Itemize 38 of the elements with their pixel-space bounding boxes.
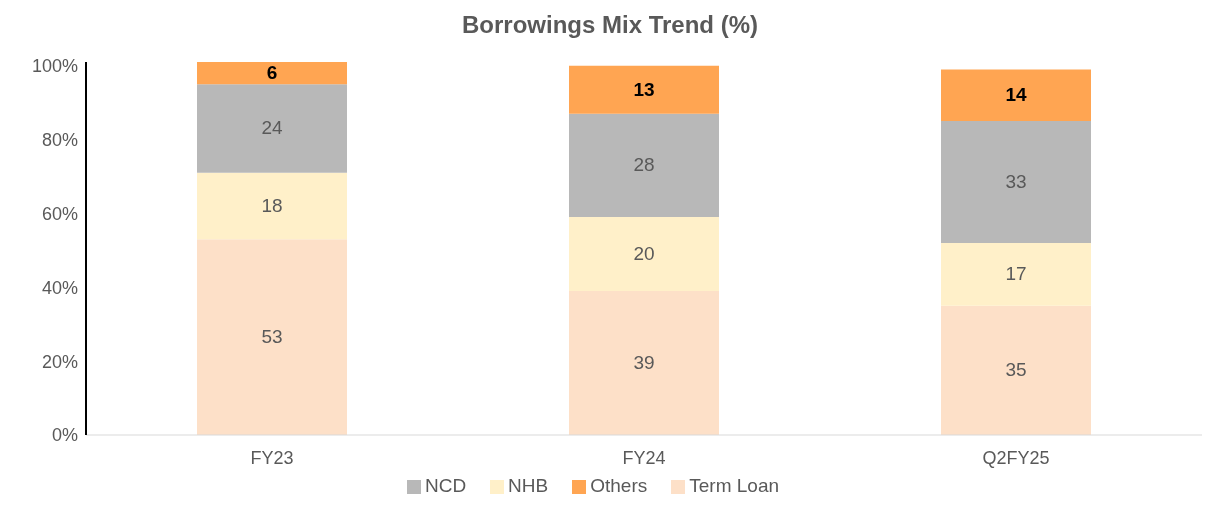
y-tick-label: 40% xyxy=(41,277,78,298)
x-tick-label: FY23 xyxy=(250,447,294,468)
bar xyxy=(569,65,719,114)
data-label: 39 xyxy=(633,351,655,373)
y-tick-label: 60% xyxy=(41,203,78,224)
x-tick-label: Q2FY25 xyxy=(982,447,1050,468)
chart-title: Borrowings Mix Trend (%) xyxy=(461,10,759,40)
data-label: 14 xyxy=(1005,84,1027,106)
bar xyxy=(941,69,1091,122)
y-tick-label: 20% xyxy=(41,351,78,372)
data-label: 17 xyxy=(1005,263,1027,285)
data-label: 53 xyxy=(261,326,283,348)
bar xyxy=(197,62,347,85)
bar xyxy=(569,113,719,218)
bar xyxy=(197,172,347,240)
bar xyxy=(941,121,1091,243)
data-label: 6 xyxy=(266,62,278,84)
y-tick-label: 100% xyxy=(31,56,78,77)
y-tick-label: 80% xyxy=(41,129,78,150)
data-label: 24 xyxy=(261,117,283,139)
legend-label: Others xyxy=(590,475,648,496)
data-label: 28 xyxy=(633,154,655,176)
data-label: 20 xyxy=(633,243,655,265)
bar xyxy=(197,239,347,435)
x-tick-label: FY24 xyxy=(622,447,666,468)
data-label: 33 xyxy=(1005,171,1027,193)
bar xyxy=(569,217,719,291)
legend-label: NCD xyxy=(424,475,467,496)
data-label: 35 xyxy=(1005,359,1027,381)
bar xyxy=(197,84,347,173)
data-label: 13 xyxy=(633,78,655,100)
y-tick-label: 0% xyxy=(51,425,78,446)
bar xyxy=(569,290,719,435)
bar xyxy=(941,305,1091,435)
legend-label: NHB xyxy=(508,475,549,496)
data-label: 18 xyxy=(261,195,283,217)
legend-label: Term Loan xyxy=(689,475,780,496)
bar xyxy=(941,242,1091,306)
